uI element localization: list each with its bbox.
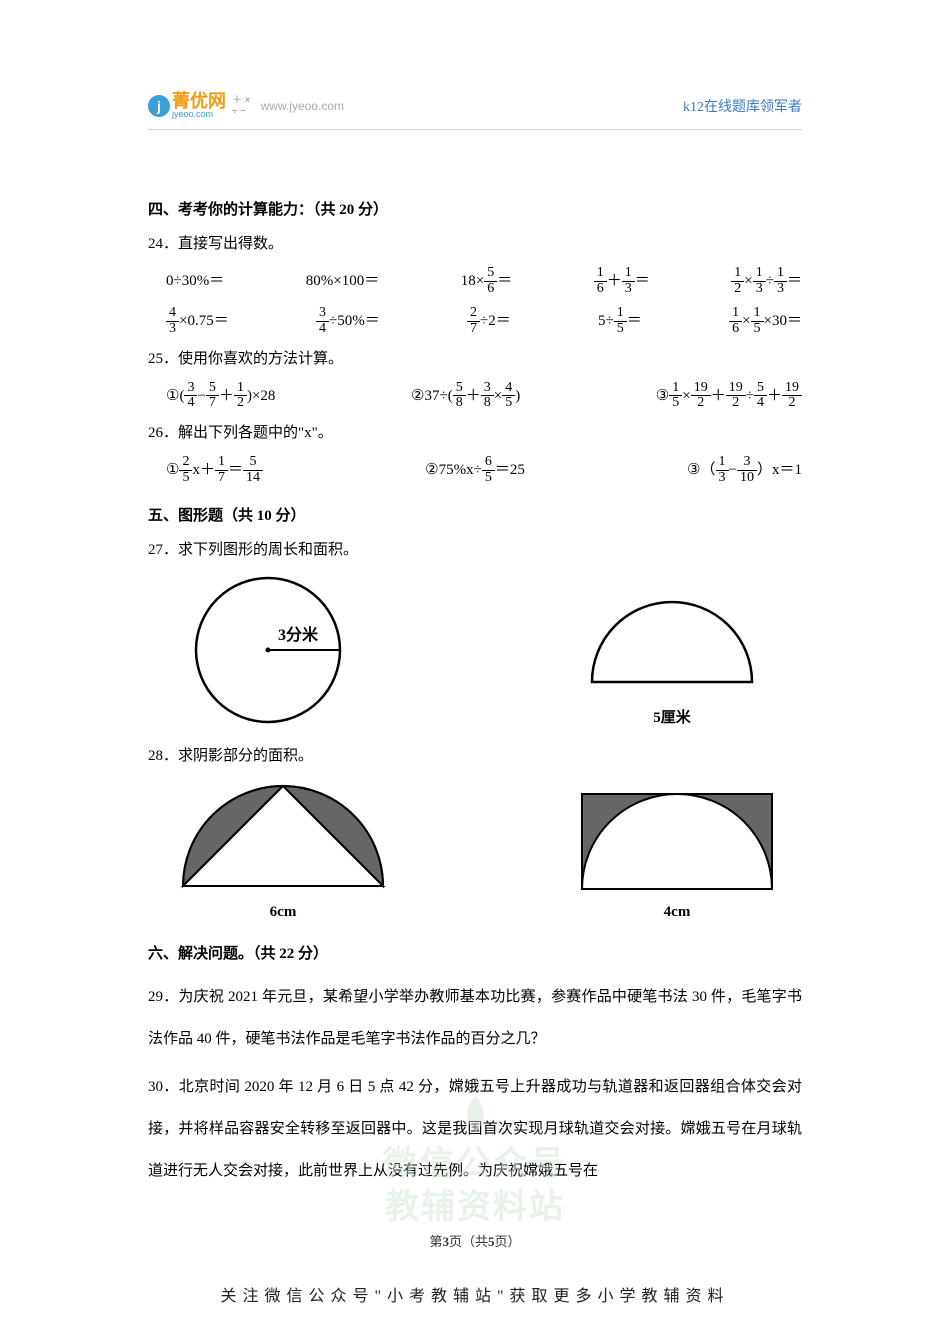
q27-fig2-label: 5厘米 bbox=[572, 706, 772, 730]
q24-r1c4: 16＋13＝ bbox=[594, 266, 650, 296]
q24-r1c5: 12×13÷13＝ bbox=[731, 266, 802, 296]
section-4-title: 四、考考你的计算能力：（共 20 分） bbox=[148, 198, 802, 222]
logo-en: jyeoo.com bbox=[172, 110, 226, 119]
q24-stem: 24．直接写出得数。 bbox=[148, 232, 802, 256]
q28-fig1-label: 6cm bbox=[168, 900, 398, 924]
q24-r2c5: 16×15×30＝ bbox=[729, 306, 802, 336]
shaded-semicircle-tri-icon bbox=[168, 776, 398, 896]
q27-fig1: 3分米 bbox=[178, 570, 358, 730]
q24-r2c2: 34÷50%＝ bbox=[316, 306, 380, 336]
q27-stem: 27．求下列图形的周长和面积。 bbox=[148, 538, 802, 562]
logo-math-icon: ＋ ×÷ − bbox=[232, 95, 251, 117]
page: j 菁优网 jyeoo.com ＋ ×÷ − www.jyeoo.com k12… bbox=[0, 0, 950, 1344]
logo-cn: 菁优网 bbox=[172, 92, 226, 110]
content-area: 四、考考你的计算能力：（共 20 分） 24．直接写出得数。 0÷30%＝ 80… bbox=[148, 180, 802, 1198]
shaded-rect-semicircle-icon bbox=[572, 786, 782, 896]
footer-note: 关注微信公众号"小考教辅站"获取更多小学教辅资料 bbox=[0, 1282, 950, 1306]
logo-ball-icon: j bbox=[148, 95, 170, 117]
q25-stem: 25．使用你喜欢的方法计算。 bbox=[148, 347, 802, 371]
circle-icon: 3分米 bbox=[178, 570, 358, 730]
q27-figures: 3分米 5厘米 bbox=[148, 570, 802, 730]
q24-r2c4: 5÷15＝ bbox=[598, 306, 642, 336]
q24-r2c1: 43×0.75＝ bbox=[166, 306, 229, 336]
q26-stem: 26．解出下列各题中的"x"。 bbox=[148, 421, 802, 445]
q28-fig2-label: 4cm bbox=[572, 900, 782, 924]
q28-fig2: 4cm bbox=[572, 786, 782, 924]
section-6-title: 六、解决问题。（共 22 分） bbox=[148, 942, 802, 966]
q28-fig1: 6cm bbox=[168, 776, 398, 924]
q28-stem: 28．求阴影部分的面积。 bbox=[148, 744, 802, 768]
q28-figures: 6cm 4cm bbox=[148, 776, 802, 924]
q24-r1c3: 18×56＝ bbox=[461, 266, 512, 296]
q25-1: ①(34−57＋12)×28 bbox=[166, 381, 275, 411]
q27-fig2: 5厘米 bbox=[572, 592, 772, 730]
page-header: j 菁优网 jyeoo.com ＋ ×÷ − www.jyeoo.com k12… bbox=[148, 82, 802, 130]
q25-2: ②37÷(58＋38×45) bbox=[411, 381, 520, 411]
logo-text: 菁优网 jyeoo.com bbox=[172, 92, 226, 119]
q24-r1c2: 80%×100＝ bbox=[306, 269, 379, 293]
q25-row: ①(34−57＋12)×28 ②37÷(58＋38×45) ③15×192＋19… bbox=[148, 381, 802, 411]
q25-3: ③15×192＋192÷54＋192 bbox=[656, 381, 802, 411]
site-logo: j 菁优网 jyeoo.com ＋ ×÷ − www.jyeoo.com bbox=[148, 92, 344, 119]
q24-row1: 0÷30%＝ 80%×100＝ 18×56＝ 16＋13＝ 12×13÷13＝ bbox=[148, 266, 802, 296]
q26-1: ①25x＋17＝514 bbox=[166, 455, 263, 485]
q29-text: 29．为庆祝 2021 年元旦，某希望小学举办教师基本功比赛，参赛作品中硬笔书法… bbox=[148, 976, 802, 1060]
q24-r1c1: 0÷30%＝ bbox=[166, 269, 224, 293]
q26-2: ②75%x÷65＝25 bbox=[425, 455, 525, 485]
svg-text:3分米: 3分米 bbox=[278, 625, 319, 644]
page-number: 第3页（共5页） bbox=[0, 1231, 950, 1250]
q26-row: ①25x＋17＝514 ②75%x÷65＝25 ③（13−310）x＝1 bbox=[148, 455, 802, 485]
logo-url: www.jyeoo.com bbox=[261, 99, 344, 113]
q26-3: ③（13−310）x＝1 bbox=[687, 455, 802, 485]
section-5-title: 五、图形题（共 10 分） bbox=[148, 504, 802, 528]
q24-row2: 43×0.75＝ 34÷50%＝ 27÷2＝ 5÷15＝ 16×15×30＝ bbox=[148, 306, 802, 336]
semicircle-icon bbox=[572, 592, 772, 702]
q30-text: 30．北京时间 2020 年 12 月 6 日 5 点 42 分，嫦娥五号上升器… bbox=[148, 1066, 802, 1192]
q24-r2c3: 27÷2＝ bbox=[467, 306, 511, 336]
header-slogan: k12在线题库领军者 bbox=[683, 96, 802, 116]
